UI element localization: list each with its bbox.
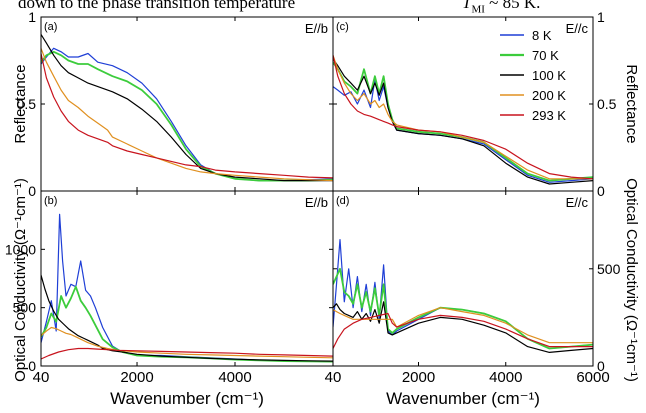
- chart-panel: 0 500 1000 40 2000 4000 (b) E//b Wavenumber (cm⁻…: [5, 190, 334, 408]
- series-line-8k: [41, 47, 333, 182]
- legend-label: 70 K: [532, 48, 559, 63]
- series-group: [333, 55, 593, 185]
- x-tick-label: 40: [33, 369, 50, 386]
- series-line-8k: [41, 213, 333, 363]
- series-line-200k: [333, 307, 593, 344]
- x-tick-label: 6000: [576, 369, 609, 386]
- series-line-70k: [41, 285, 333, 363]
- series-line-293k: [333, 312, 593, 349]
- plot-frame: [40, 190, 334, 367]
- panel-label: (c): [336, 21, 349, 33]
- polarization-label: E//c: [566, 21, 589, 36]
- series-line-100k: [333, 58, 593, 185]
- x-tick-label: 2000: [402, 369, 435, 386]
- legend-label: 8 K: [532, 28, 552, 43]
- y-tick-label: 1: [597, 9, 605, 25]
- chart-panel: 0 0.5 1 (c) E//c: [332, 9, 617, 199]
- series-group: [333, 239, 593, 353]
- x-tick-label: 4000: [218, 369, 251, 386]
- series-line-70k: [333, 61, 593, 182]
- y-axis-title-right: Optical Conductivity (Ω⁻¹cm⁻¹): [623, 178, 640, 382]
- y-axis-title: Optical Conductivity (Ω⁻¹cm⁻¹): [12, 178, 29, 382]
- legend-label: 100 K: [532, 68, 566, 83]
- caption-end: ~ 85 K.: [489, 0, 541, 12]
- y-tick-label: 0: [597, 358, 605, 374]
- plot-frame: [332, 190, 594, 367]
- x-tick-label: 2000: [120, 369, 153, 386]
- panel-label: (d): [336, 195, 349, 207]
- polarization-label: E//b: [305, 21, 328, 36]
- chart-panel: 0 500 40 2000 4000 6000 (d) E//c Wavenumber (cm⁻…: [325, 190, 621, 408]
- x-tick-label: 4000: [489, 369, 522, 386]
- series-group: [41, 34, 333, 182]
- series-line-70k: [333, 267, 593, 350]
- series-line-70k: [41, 50, 333, 182]
- y-tick-label: 0: [597, 183, 605, 199]
- series-line-200k: [41, 48, 333, 182]
- y-tick-label: 0.5: [597, 96, 617, 112]
- x-tick-label: 40: [325, 369, 342, 386]
- series-line-200k: [333, 55, 593, 180]
- legend: 8 K 70 K 100 K 200 K 293 K: [500, 28, 566, 123]
- legend-label: 200 K: [532, 88, 566, 103]
- x-axis-title: Wavenumber (cm⁻¹): [110, 389, 264, 408]
- legend-label: 293 K: [532, 108, 566, 123]
- y-axis-title-right: Reflectance: [623, 64, 640, 143]
- caption-subscript: MI: [471, 3, 485, 14]
- y-tick-label: 0: [28, 183, 36, 199]
- panel-label: (b): [44, 195, 57, 207]
- series-line-293k: [333, 55, 593, 180]
- series-line-293k: [41, 347, 333, 360]
- panel-label: (a): [44, 21, 57, 33]
- y-tick-label: 500: [597, 261, 621, 277]
- series-line-8k: [333, 239, 593, 350]
- plot-frame: [332, 16, 594, 192]
- polarization-label: E//b: [305, 195, 328, 210]
- series-line-100k: [333, 301, 593, 353]
- y-axis-title: Reflectance: [12, 64, 29, 143]
- y-tick-label: 1: [28, 9, 36, 25]
- caption-line: down to the phase transition temperature…: [0, 0, 646, 14]
- caption-text-end: TMI ~ 85 K.: [462, 0, 540, 14]
- series-line-100k: [41, 274, 333, 362]
- y-tick-label: 1000: [5, 241, 36, 257]
- x-axis-title: Wavenumber (cm⁻¹): [386, 389, 540, 408]
- series-line-200k: [41, 326, 333, 359]
- y-tick-label: 0: [28, 358, 36, 374]
- series-line-293k: [41, 53, 333, 179]
- series-group: [41, 213, 333, 363]
- polarization-label: E//c: [566, 195, 589, 210]
- chart-panel: 0 0.5 1 (a) E//b: [17, 9, 334, 199]
- y-tick-label: 0.5: [17, 96, 37, 112]
- caption-text: down to the phase transition temperature: [18, 0, 296, 12]
- y-tick-label: 500: [13, 300, 37, 316]
- series-line-100k: [41, 34, 333, 182]
- caption-symbol: T: [462, 0, 472, 12]
